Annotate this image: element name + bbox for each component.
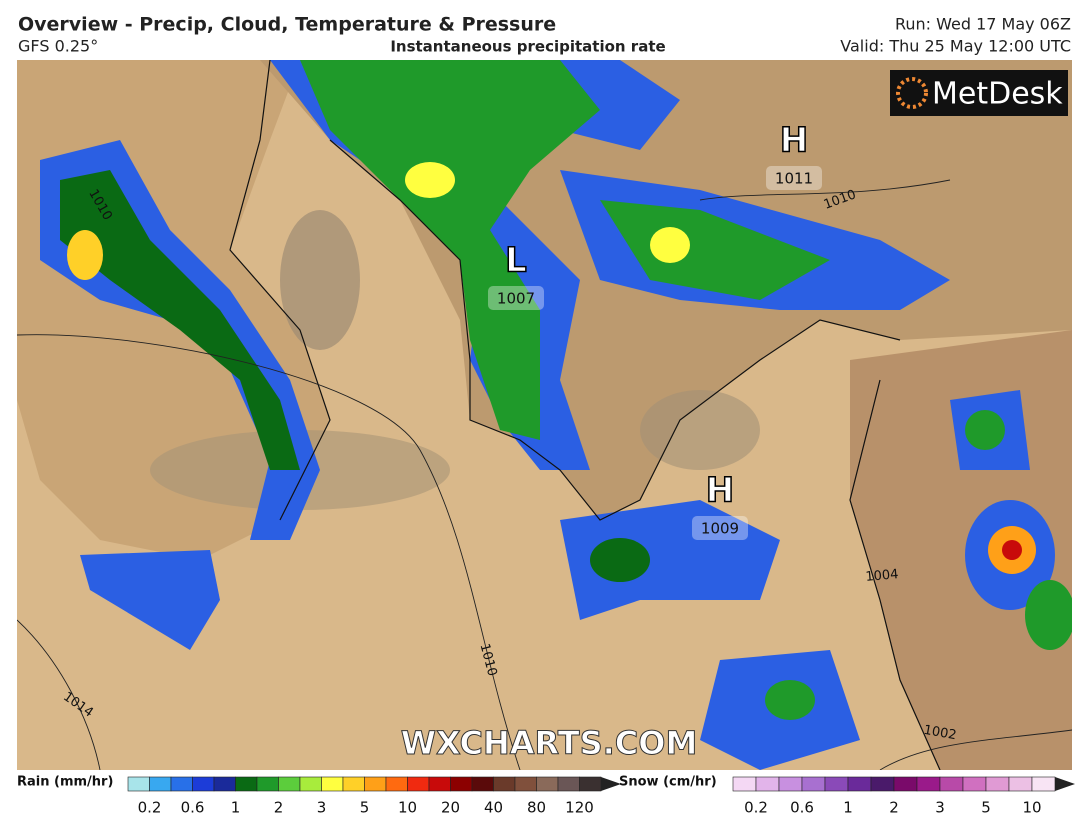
legend-tick: 5 — [360, 799, 370, 817]
pressure-symbol: H — [706, 471, 734, 511]
legend-tick: 20 — [441, 799, 460, 817]
legend-swatch — [536, 776, 559, 792]
legend-swatch — [579, 776, 602, 792]
pressure-value: 1009 — [701, 520, 739, 538]
legend-swatch — [170, 776, 193, 792]
legend-swatch — [962, 776, 987, 792]
pressure-centres: H 1011 L 1007 H 1009 — [488, 120, 822, 540]
legend-tick: 0.6 — [181, 799, 205, 817]
brand-icon — [896, 77, 928, 109]
valid-time: Valid: Thu 25 May 12:00 UTC — [840, 37, 1071, 56]
legend-swatch — [127, 776, 150, 792]
title: Overview - Precip, Cloud, Temperature & … — [18, 14, 556, 36]
legend-tick: 3 — [317, 799, 327, 817]
legend-swatch — [428, 776, 451, 792]
legend-tick: 1 — [843, 799, 853, 817]
legend-swatch — [778, 776, 803, 792]
legend-swatch — [235, 776, 258, 792]
pressure-symbol: H — [780, 121, 808, 161]
legend-swatch — [755, 776, 780, 792]
legend-swatch — [916, 776, 941, 792]
legend-tick: 1 — [231, 799, 241, 817]
legend-tick: 2 — [889, 799, 899, 817]
legend-swatch — [364, 776, 387, 792]
legend-swatch — [278, 776, 301, 792]
isobar — [17, 179, 1072, 770]
legend-swatch — [192, 776, 215, 792]
legend-tick: 0.6 — [790, 799, 814, 817]
legend-tick: 80 — [527, 799, 546, 817]
legend-swatch — [847, 776, 872, 792]
legend-tick: 0.2 — [744, 799, 768, 817]
rain-legend-label: Rain (mm/hr) — [17, 775, 113, 790]
isobar-label: 1004 — [865, 567, 899, 585]
pressure-symbol: L — [505, 241, 527, 281]
legend-swatch — [939, 776, 964, 792]
legend-swatch — [985, 776, 1010, 792]
legend-swatch — [299, 776, 322, 792]
pressure-label-bg — [766, 166, 822, 190]
legend-swatch — [407, 776, 430, 792]
legend-tick: 0.2 — [138, 799, 162, 817]
subtitle: Instantaneous precipitation rate — [390, 38, 665, 56]
legend-swatch — [493, 776, 516, 792]
legend-tick: 3 — [935, 799, 945, 817]
coastline — [229, 60, 941, 770]
legend-swatch — [149, 776, 172, 792]
legend-tick: 10 — [398, 799, 417, 817]
legend-swatch — [471, 776, 494, 792]
legend-tick: 40 — [484, 799, 503, 817]
legend-swatch — [893, 776, 918, 792]
pressure-value: 1007 — [497, 290, 535, 308]
legend-tick: 120 — [565, 799, 594, 817]
brand: MetDesk — [932, 77, 1063, 112]
legend-swatch — [1031, 776, 1056, 792]
isobar-label: 1002 — [922, 723, 957, 744]
legends: 0.2 0.6 1 2 3 5 10 20 40 80 120 0.2 0.6 1 2 3 5 10 — [127, 776, 1075, 817]
legend-swatch — [1008, 776, 1033, 792]
legend-swatch — [450, 776, 473, 792]
legend-arrow — [1055, 777, 1075, 791]
legend-tick: 2 — [274, 799, 284, 817]
legend-tick: 10 — [1022, 799, 1041, 817]
watermark: WXCHARTS.COM — [401, 724, 698, 762]
map — [17, 60, 1072, 770]
model: GFS 0.25° — [18, 37, 98, 56]
snow-legend-label: Snow (cm/hr) — [619, 775, 717, 790]
cloud — [640, 390, 760, 470]
legend-swatch — [732, 776, 757, 792]
legend-swatch — [824, 776, 849, 792]
legend-arrow — [601, 777, 621, 791]
legend-swatch — [256, 776, 279, 792]
legend-swatch — [385, 776, 408, 792]
legend-swatch — [557, 776, 580, 792]
cloud — [280, 210, 360, 350]
legend-swatch — [801, 776, 826, 792]
run-time: Run: Wed 17 May 06Z — [895, 15, 1071, 34]
pressure-label-bg — [488, 286, 544, 310]
legend-tick: 5 — [981, 799, 991, 817]
brand-box — [890, 70, 1068, 116]
legend-swatch — [321, 776, 344, 792]
legend-swatch — [342, 776, 365, 792]
legend-swatch — [213, 776, 236, 792]
pressure-label-bg — [692, 516, 748, 540]
legend-swatch — [870, 776, 895, 792]
legend-swatch — [514, 776, 537, 792]
pressure-value: 1011 — [775, 170, 813, 188]
